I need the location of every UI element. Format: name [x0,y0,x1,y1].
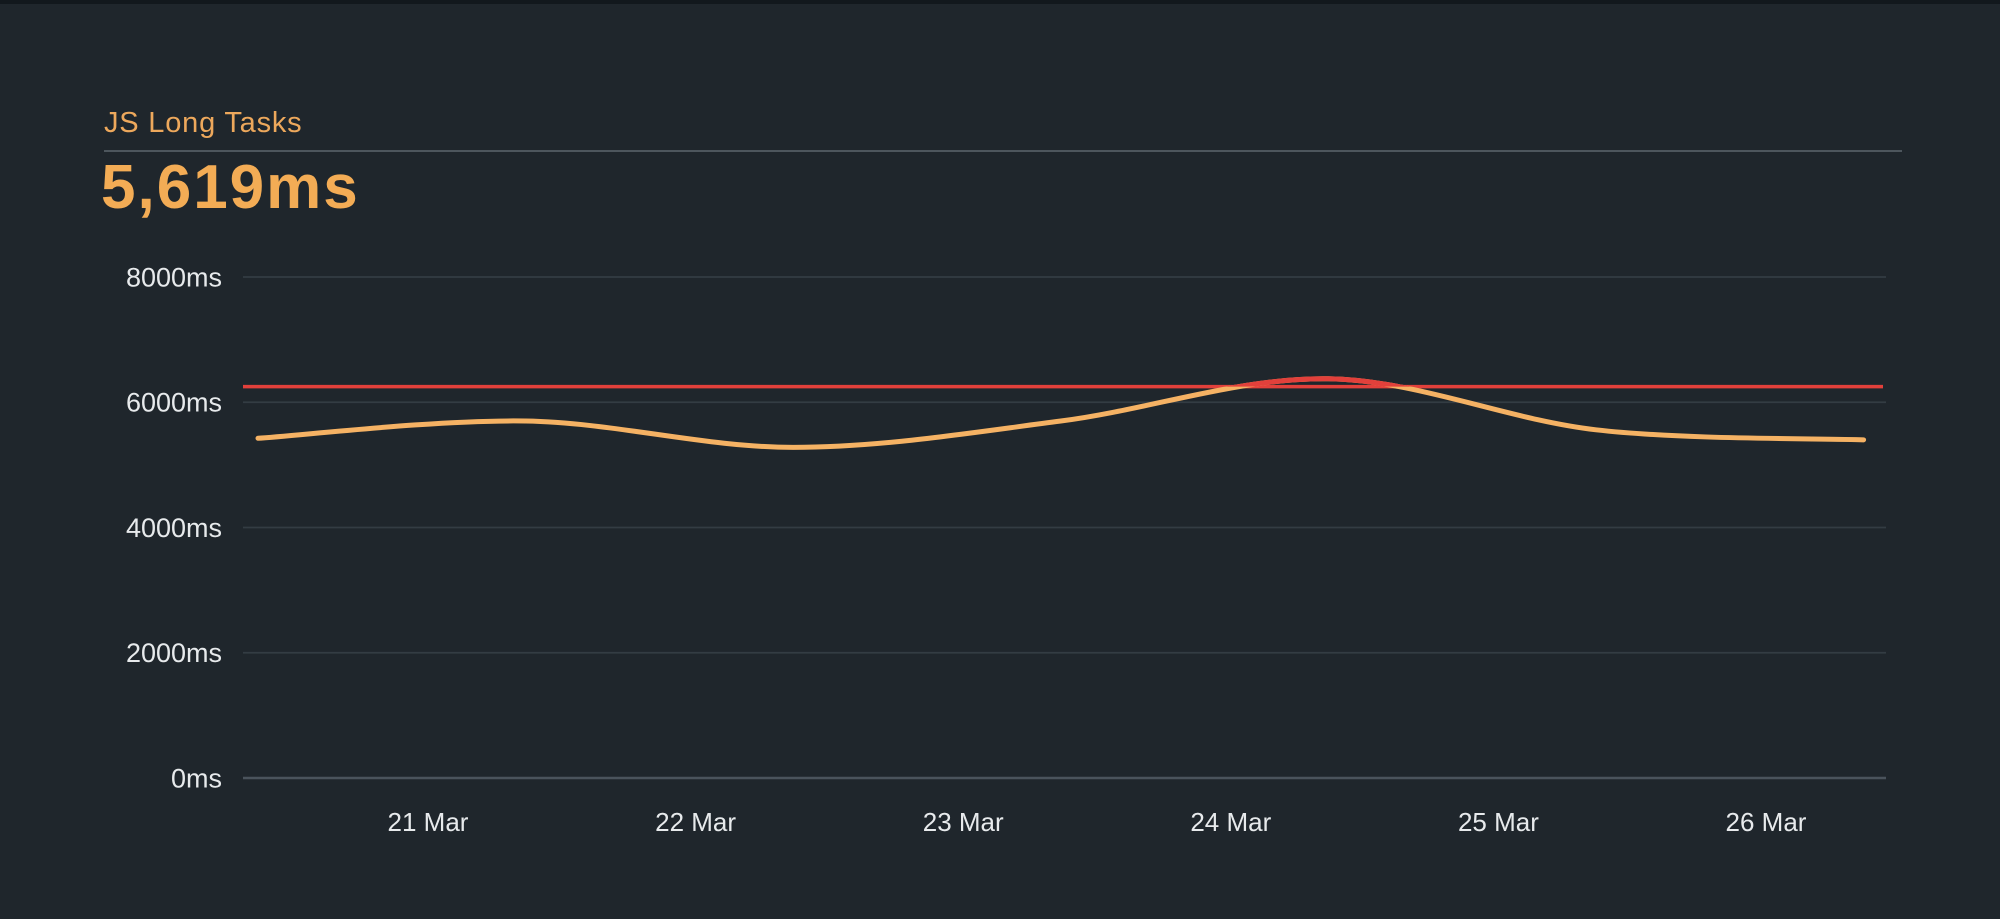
x-axis-label: 22 Mar [655,807,736,837]
x-axis-label: 24 Mar [1190,807,1271,837]
metric-value: 5,619ms [101,153,360,222]
x-axis-label: 21 Mar [388,807,469,837]
series-line-over-threshold [1224,376,1412,387]
x-axis-label: 25 Mar [1458,807,1539,837]
chart-title: JS Long Tasks [104,107,303,139]
y-axis-label: 0ms [171,763,222,793]
header-divider [104,150,1902,152]
y-axis-label: 8000ms [126,262,222,292]
x-axis-label: 26 Mar [1726,807,1807,837]
y-axis-label: 6000ms [126,388,222,418]
y-axis-label: 4000ms [126,513,222,543]
window-top-edge [0,0,2000,4]
x-axis-label: 23 Mar [923,807,1004,837]
series-line [255,376,1867,450]
y-axis-label: 2000ms [126,638,222,668]
